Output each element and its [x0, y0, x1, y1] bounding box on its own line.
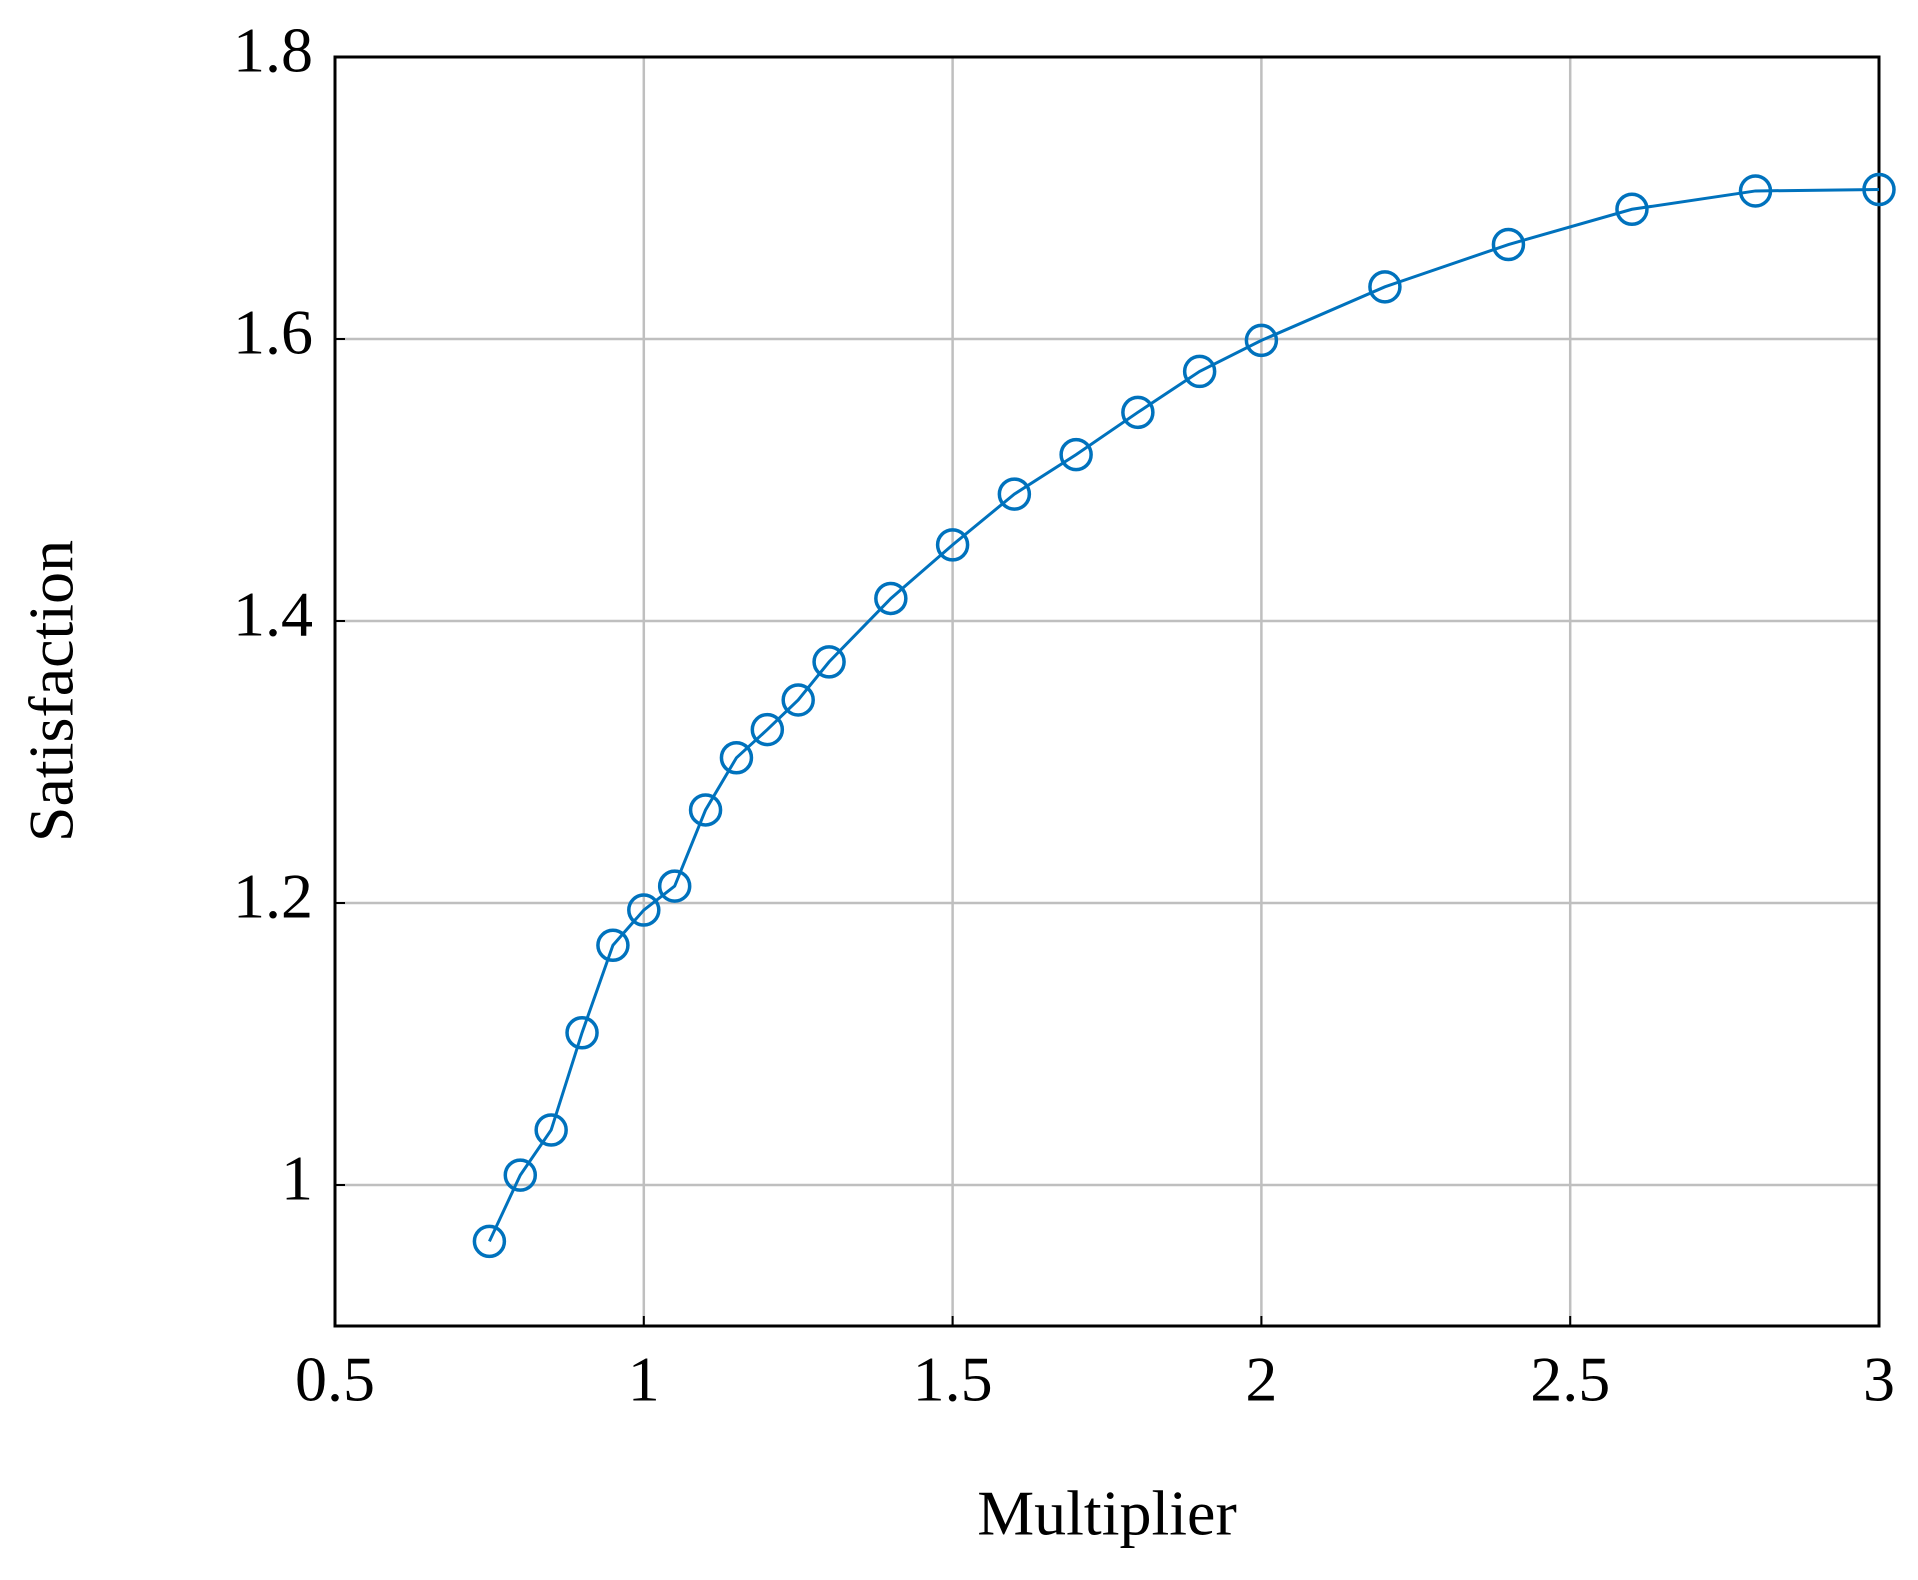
y-tick-label: 1: [281, 1143, 313, 1214]
data-point: [719, 741, 754, 775]
data-point: [1121, 395, 1155, 430]
data-point: [1738, 174, 1773, 208]
x-tick-label: 1.5: [913, 1344, 993, 1415]
data-point: [1368, 270, 1402, 304]
data-point: [688, 793, 723, 827]
x-tick-label: 3: [1863, 1344, 1895, 1415]
x-tick-label: 2: [1245, 1344, 1277, 1415]
data-point: [657, 869, 692, 903]
data-point: [997, 477, 1032, 511]
data-point: [503, 1158, 538, 1192]
y-tick-label: 1.2: [233, 861, 313, 932]
data-point: [935, 528, 970, 562]
x-tick-label: 0.5: [295, 1344, 375, 1415]
data-line: [488, 188, 1880, 1243]
data-point: [627, 893, 661, 927]
data-point: [1491, 227, 1526, 262]
data-point: [750, 712, 785, 747]
data-point: [472, 1224, 507, 1259]
data-point: [874, 581, 908, 616]
data-point: [565, 1015, 599, 1050]
data-point: [1615, 192, 1649, 227]
y-tick-label: 1.4: [233, 579, 313, 650]
y-axis-label: Satisfaction: [16, 540, 87, 842]
plot-frame: [333, 55, 1881, 1328]
data-point: [534, 1113, 568, 1147]
x-tick-label: 2.5: [1530, 1344, 1610, 1415]
y-tick-label: 1.8: [233, 15, 313, 86]
data-point: [1059, 437, 1093, 472]
data-point: [596, 928, 630, 963]
data-point: [1244, 323, 1279, 358]
data-point: [1182, 354, 1217, 389]
y-tick-label: 1.6: [233, 297, 313, 368]
x-tick-label: 1: [628, 1344, 660, 1415]
data-point: [812, 645, 846, 679]
x-axis-label: Multiplier: [977, 1478, 1237, 1549]
data-point: [1862, 172, 1896, 207]
data-point: [781, 683, 815, 717]
